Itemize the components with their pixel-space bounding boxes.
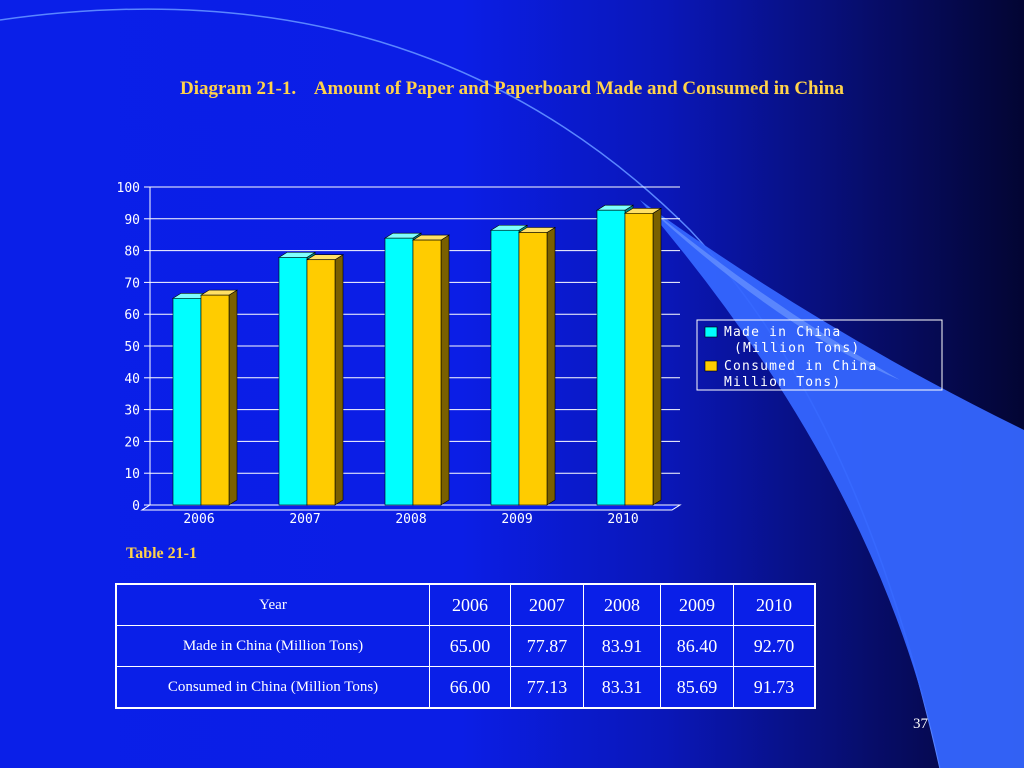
x-tick-label: 2010 [607,512,638,527]
bar [412,239,442,506]
legend-label: Consumed in China [724,359,877,374]
table-cell: 85.69 [660,666,734,709]
table-row: Consumed in China (Million Tons) 66.00 7… [115,666,816,709]
x-tick-label: 2007 [289,512,320,527]
header-year: 2006 [429,583,511,626]
y-axis-tick-labels: 0 10 20 30 40 50 60 70 80 90 100 [117,181,140,514]
bar [384,237,414,506]
y-tick-label: 0 [132,499,140,514]
table-cell: 77.87 [510,625,584,667]
decor-swoosh [640,200,1024,768]
legend-swatch [704,326,718,338]
legend-swatch [704,360,718,372]
bar-side [334,254,344,506]
page-number: 37 [913,716,928,732]
x-axis-tick-labels: 2006 2007 2008 2009 2010 [183,512,638,527]
data-table: Year 2006 2007 2008 2009 2010 Made in Ch… [115,583,816,709]
header-year: 2007 [510,583,584,626]
chart-bars [171,204,663,506]
header-year: 2010 [733,583,816,626]
table-cell: 65.00 [429,625,511,667]
bar-side [440,234,450,506]
bar-side [546,226,556,506]
bar [306,259,336,506]
legend-label: Made in China [724,325,841,340]
chart-title: Diagram 21-1. Amount of Paper and Paperb… [0,78,1024,100]
y-tick-label: 80 [124,245,140,260]
legend-box [696,319,943,391]
table-cell: 91.73 [733,666,816,709]
table-cell: 83.91 [583,625,661,667]
table-cell: 92.70 [733,625,816,667]
table-row: Made in China (Million Tons) 65.00 77.87… [115,625,816,667]
legend-label: Million Tons) [724,375,841,390]
y-tick-label: 20 [124,435,140,450]
y-tick-label: 100 [117,181,140,196]
y-tick-label: 50 [124,340,140,355]
header-label: Year [115,583,430,626]
x-tick-label: 2006 [183,512,214,527]
table-cell: 83.31 [583,666,661,709]
diagram-title-text: Amount of Paper and Paperboard Made and … [313,78,844,99]
bar-side [652,207,662,506]
y-tick-label: 30 [124,404,140,419]
row-label: Made in China (Million Tons) [115,625,430,667]
row-label: Consumed in China (Million Tons) [115,666,430,709]
chart-floor [140,504,682,511]
bar [596,209,626,506]
bar [200,294,230,506]
table-cell: 77.13 [510,666,584,709]
table-header-row: Year 2006 2007 2008 2009 2010 [115,583,816,626]
header-year: 2008 [583,583,661,626]
y-tick-label: 60 [124,308,140,323]
bar [518,232,548,506]
legend-label: (Million Tons) [734,341,860,356]
table-cell: 66.00 [429,666,511,709]
bar [278,257,308,506]
bar [490,229,520,506]
header-year: 2009 [660,583,734,626]
chart-legend: Made in China(Million Tons) Consumed in C… [696,319,943,391]
x-tick-label: 2008 [395,512,426,527]
diagram-number: Diagram 21-1. [180,78,297,99]
bar-side [228,289,238,506]
y-tick-label: 10 [124,467,140,482]
y-tick-label: 70 [124,276,140,291]
bar [624,212,654,506]
x-tick-label: 2009 [501,512,532,527]
y-tick-label: 40 [124,372,140,387]
table-caption: Table 21-1 [126,545,197,562]
table-cell: 86.40 [660,625,734,667]
y-tick-label: 90 [124,213,140,228]
bar [172,297,202,506]
